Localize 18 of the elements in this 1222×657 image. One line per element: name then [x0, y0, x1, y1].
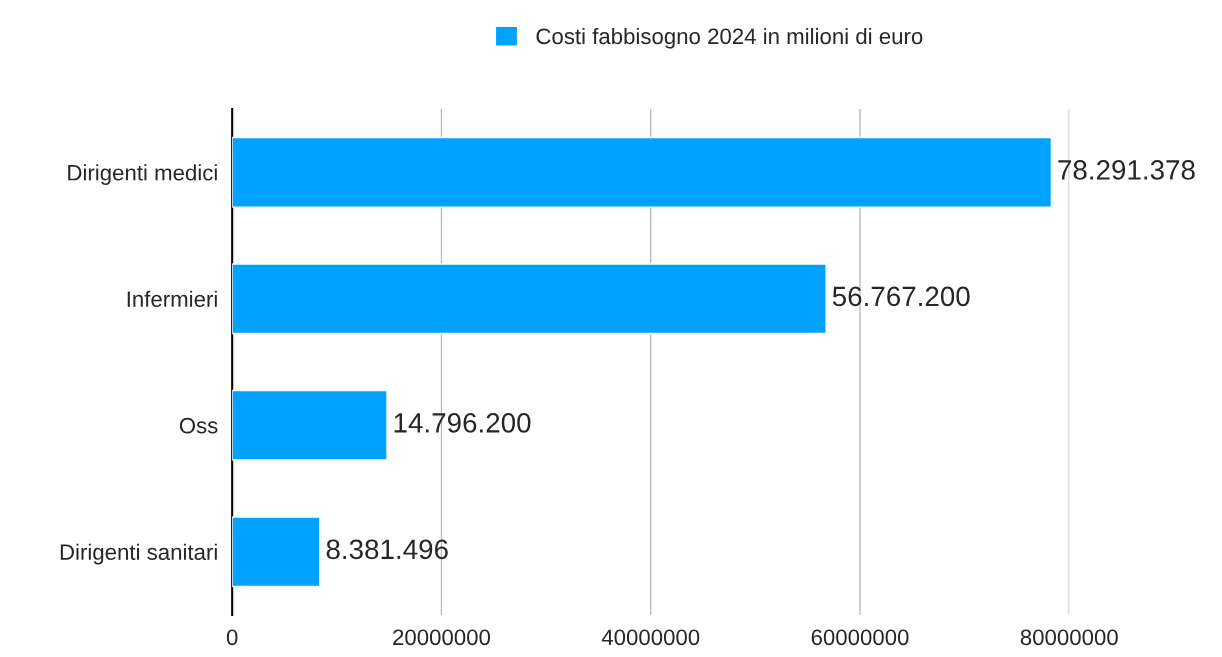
y-tick-label: Oss [179, 417, 218, 434]
x-tick-label: 20000000 [393, 629, 491, 646]
data-label: 78.291.378 [1058, 160, 1195, 180]
legend-label: Costi fabbisogno 2024 in milioni di euro [536, 27, 923, 49]
x-tick-label: 40000000 [601, 629, 700, 646]
data-label: 14.796.200 [394, 413, 531, 433]
bar [232, 263, 827, 335]
bar [232, 136, 1053, 208]
y-tick-label: Infermieri [127, 290, 217, 308]
x-tick-label: 0 [226, 629, 238, 646]
x-tick-label: 80000000 [1020, 629, 1118, 646]
x-tick-label: 60000000 [811, 629, 909, 646]
y-tick-label: Dirigenti medici [68, 164, 217, 185]
data-label: 56.767.200 [832, 286, 970, 307]
y-tick-label: Dirigenti sanitari [60, 543, 217, 565]
bar [232, 389, 388, 461]
data-label: 8.381.496 [326, 539, 448, 560]
bar [232, 516, 321, 588]
